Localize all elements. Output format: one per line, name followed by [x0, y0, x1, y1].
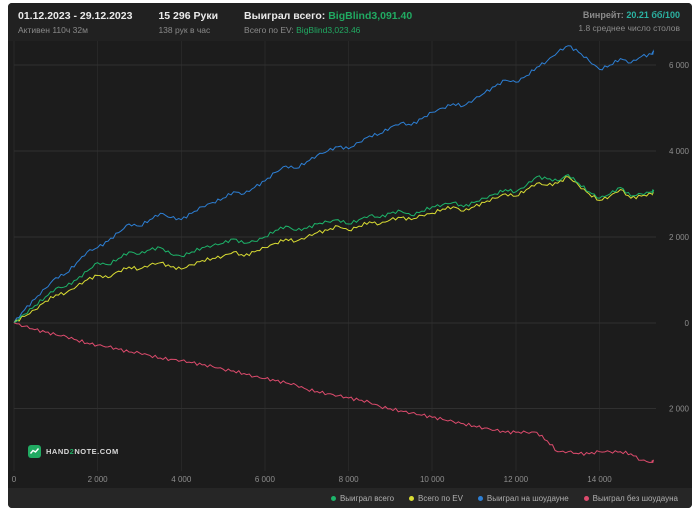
chart-legend: Выиграл всего Всего по EV Выиграл на шоуда… [8, 488, 692, 508]
x-axis-label: 8 000 [339, 475, 360, 484]
x-axis-label: 2 000 [88, 475, 109, 484]
stats-header: 01.12.2023 - 29.12.2023 Активен 110ч 32м… [8, 3, 692, 41]
won-total-label: Выиграл всего: [244, 10, 326, 22]
legend-item-1[interactable]: Всего по EV [409, 494, 463, 503]
y-axis-label: 2 000 [669, 233, 690, 242]
legend-label: Выиграл на шоудауне [486, 493, 569, 503]
won-total-value: BigBlind3,091.40 [328, 10, 413, 22]
series-line-1 [13, 176, 654, 324]
legend-item-2[interactable]: Выиграл на шоудауне [477, 493, 569, 503]
legend-item-3[interactable]: Выиграл без шоудауна [583, 493, 678, 503]
x-axis-label: 4 000 [171, 475, 192, 484]
legend-label: Выиграл всего [339, 493, 395, 503]
winnings-block: Выиграл всего: BigBlind3,091.40 Всего по… [244, 9, 412, 41]
hands-block: 15 296 Руки 138 рук в час [158, 9, 218, 41]
y-axis-label: 0 [685, 319, 690, 328]
x-axis-label: 6 000 [255, 475, 276, 484]
x-axis-label: 14 000 [587, 475, 612, 484]
ev-total-value: BigBlind3,023.46 [296, 25, 361, 36]
legend-item-0[interactable]: Выиграл всего [330, 493, 395, 503]
y-axis-label: 2 000 [669, 405, 690, 414]
series-line-3 [13, 322, 655, 463]
series-line-2 [13, 45, 655, 324]
winnings-graph: 0 2 000 4 000 6 000 8 000 10 000 12 000 14 000 6… [8, 41, 692, 488]
winrate-value: 20.21 бб/100 [626, 10, 680, 20]
hand2note-logo-text: HAND2NOTE.COM [46, 447, 119, 456]
winrate-label: Винрейт: [582, 10, 624, 20]
winnings-chart-canvas[interactable]: 0 2 000 4 000 6 000 8 000 10 000 12 000 14 000 6… [8, 41, 692, 488]
legend-dot [477, 495, 483, 501]
winrate-block: Винрейт: 20.21 бб/100 1.8 среднее число … [578, 9, 680, 41]
active-time: Активен 110ч 32м [18, 25, 88, 36]
x-axis-label: 10 000 [420, 475, 445, 484]
legend-label: Всего по EV [418, 493, 463, 503]
hand2note-logo-icon [28, 445, 41, 458]
hands-per-hour: 138 рук в час [158, 25, 211, 36]
legend-dot [409, 495, 415, 501]
hand2note-report-window: 01.12.2023 - 29.12.2023 Активен 110ч 32м… [8, 3, 692, 508]
x-axis-label: 12 000 [504, 475, 529, 484]
date-range: 01.12.2023 - 29.12.2023 [18, 10, 133, 22]
y-axis-label: 4 000 [669, 147, 690, 156]
series-line-0 [13, 173, 655, 324]
hand2note-logo[interactable]: HAND2NOTE.COM [28, 445, 119, 458]
ev-total-label: Всего по EV: [244, 25, 294, 36]
legend-dot [330, 495, 336, 501]
date-range-block: 01.12.2023 - 29.12.2023 Активен 110ч 32м [18, 9, 132, 41]
hands-count: 15 296 Руки [158, 10, 219, 22]
legend-label: Выиграл без шоудауна [592, 493, 678, 503]
legend-dot [583, 495, 589, 501]
y-axis-label: 6 000 [669, 61, 690, 70]
x-axis-label: 0 [12, 475, 17, 484]
avg-tables: 1.8 среднее число столов [578, 23, 680, 34]
